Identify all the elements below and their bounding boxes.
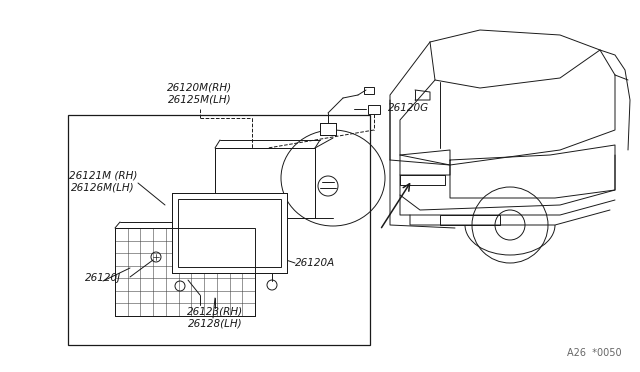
Bar (172, 193, 287, 273)
Bar (320, 123, 336, 135)
Bar (68, 115, 370, 345)
Text: 26128(LH): 26128(LH) (188, 319, 243, 329)
Text: 26126M(LH): 26126M(LH) (71, 182, 135, 192)
Bar (178, 199, 281, 267)
Bar (320, 123, 336, 135)
Text: 26121M (RH): 26121M (RH) (69, 170, 137, 180)
Bar (215, 148, 315, 218)
Bar (172, 193, 287, 273)
Bar (115, 228, 255, 316)
Text: A26  *0050: A26 *0050 (568, 348, 622, 358)
Text: 26120J: 26120J (85, 273, 121, 283)
Bar (115, 228, 255, 316)
Text: 26125M(LH): 26125M(LH) (168, 95, 232, 105)
Bar (440, 215, 500, 225)
Bar (364, 87, 374, 94)
Bar (368, 105, 380, 114)
Text: 26123(RH): 26123(RH) (187, 307, 243, 317)
Text: 26120A: 26120A (295, 258, 335, 268)
Text: 26120M(RH): 26120M(RH) (168, 83, 232, 93)
Text: 26120G: 26120G (388, 103, 429, 113)
Bar (215, 148, 315, 218)
